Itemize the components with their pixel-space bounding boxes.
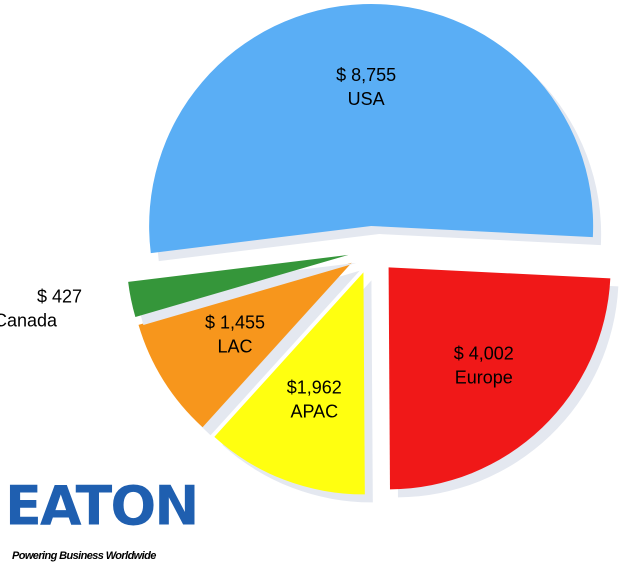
data-label: $ 427 [37,286,82,306]
slice-label: APAC [290,402,338,422]
pie-slice [149,4,594,254]
pie-slice [388,267,611,490]
data-label: $ 4,002 [454,344,514,364]
data-label: $ 8,755 [336,65,396,85]
logo-name: EATON [5,475,197,538]
pie-slice [138,262,352,428]
logo: EATON Powering Business Worldwide [5,475,199,562]
data-label: $ 1,455 [205,312,265,332]
pie-slice [214,272,365,495]
slice-label: Europe [455,368,513,388]
pie-slice-shadow [136,262,357,325]
slice-label: LAC [217,336,252,356]
slice-label: Canada [0,310,58,330]
slice-label: USA [348,89,385,109]
data-label: $1,962 [287,378,342,398]
pie-slice [128,254,349,317]
logo-tagline: Powering Business Worldwide [12,550,156,562]
